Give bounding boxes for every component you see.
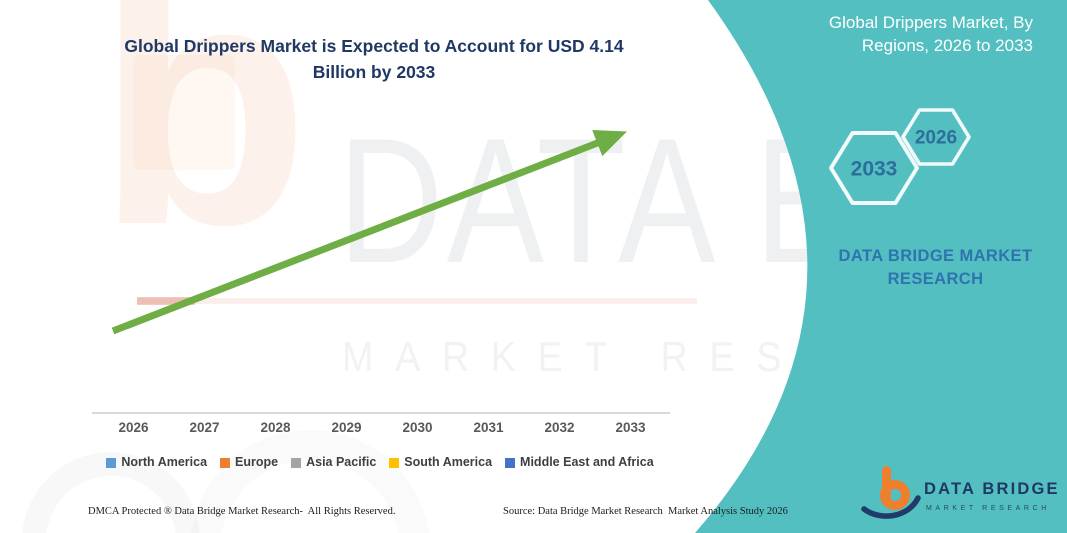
legend-swatch (106, 457, 117, 468)
x-axis-label-2030: 2030 (402, 420, 433, 435)
hexagon-badges: 2033 2026 (829, 108, 971, 205)
chart-title: Global Drippers Market is Expected to Ac… (124, 36, 624, 83)
x-axis-line (92, 412, 670, 414)
brand-caption-line2: RESEARCH (887, 270, 984, 289)
legend-label: North America (121, 455, 208, 469)
hexagon-2026-label: 2026 (915, 128, 957, 149)
legend-item-middle-east-and-africa: Middle East and Africa (505, 455, 654, 469)
legend-item-north-america: North America (106, 455, 207, 469)
footer-dmca-text: DMCA Protected ® Data Bridge Market Rese… (88, 506, 396, 517)
logo-sub-text: MARKET RESEARCH (926, 505, 1050, 512)
hexagon-2033 (829, 131, 919, 205)
legend-label: Middle East and Africa (520, 455, 654, 469)
legend-swatch (291, 457, 302, 468)
legend-label: Asia Pacific (306, 455, 377, 469)
x-axis-label-2033: 2033 (615, 420, 646, 435)
x-axis-label-2026: 2026 (118, 420, 149, 435)
footer-source-text: Source: Data Bridge Market Research Mark… (503, 506, 788, 517)
x-axis-label-2028: 2028 (260, 420, 291, 435)
x-axis-label-2032: 2032 (544, 420, 575, 435)
right-panel-title: Global Drippers Market, By Regions, 2026… (828, 13, 1033, 56)
brand-caption: DATA BRIDGE MARKET RESEARCH (808, 245, 1063, 292)
legend-swatch (389, 457, 400, 468)
brand-caption-line1: DATA BRIDGE MARKET (838, 247, 1033, 265)
x-axis-label-2029: 2029 (331, 420, 362, 435)
hexagon-2033-label: 2033 (851, 158, 898, 181)
chart-legend: North America Europe Asia Pacific South Ame… (80, 455, 680, 469)
logo-swoosh (861, 495, 921, 519)
legend-label: Europe (235, 455, 279, 469)
legend-label: South America (404, 455, 493, 469)
x-axis-label-2027: 2027 (189, 420, 220, 435)
legend-swatch (505, 457, 516, 468)
logo-b-bowl (880, 480, 910, 510)
hexagon-2026 (901, 108, 971, 166)
legend-item-south-america: South America (389, 455, 492, 469)
legend-item-asia-pacific: Asia Pacific (291, 455, 376, 469)
legend-swatch (220, 457, 231, 468)
legend-item-europe: Europe (220, 455, 278, 469)
x-axis-label-2031: 2031 (473, 420, 504, 435)
logo-brand-text: DATA BRIDGE (924, 480, 1060, 498)
databridge-logo: DATA BRIDGE MARKET RESEARCH (861, 466, 1060, 519)
